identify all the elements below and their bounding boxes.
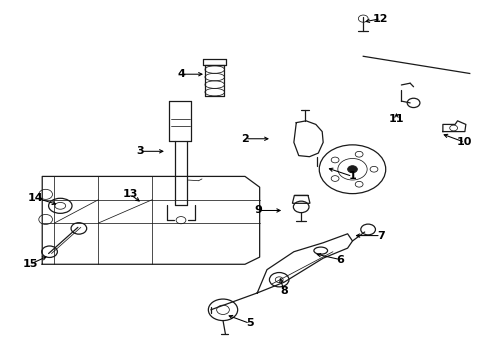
Text: 10: 10: [457, 138, 472, 147]
Text: 12: 12: [373, 14, 389, 24]
Text: 7: 7: [377, 231, 385, 240]
Text: 11: 11: [389, 114, 404, 124]
Text: 14: 14: [28, 193, 44, 203]
Text: 3: 3: [136, 146, 144, 156]
Text: 6: 6: [336, 255, 344, 265]
Text: 15: 15: [23, 259, 38, 269]
Text: 9: 9: [255, 206, 263, 216]
Text: 5: 5: [246, 319, 254, 328]
Text: 2: 2: [241, 134, 249, 144]
Text: 13: 13: [122, 189, 138, 199]
Text: 4: 4: [177, 69, 185, 79]
Text: 8: 8: [280, 286, 288, 296]
Circle shape: [347, 166, 357, 173]
Text: 1: 1: [348, 171, 356, 181]
